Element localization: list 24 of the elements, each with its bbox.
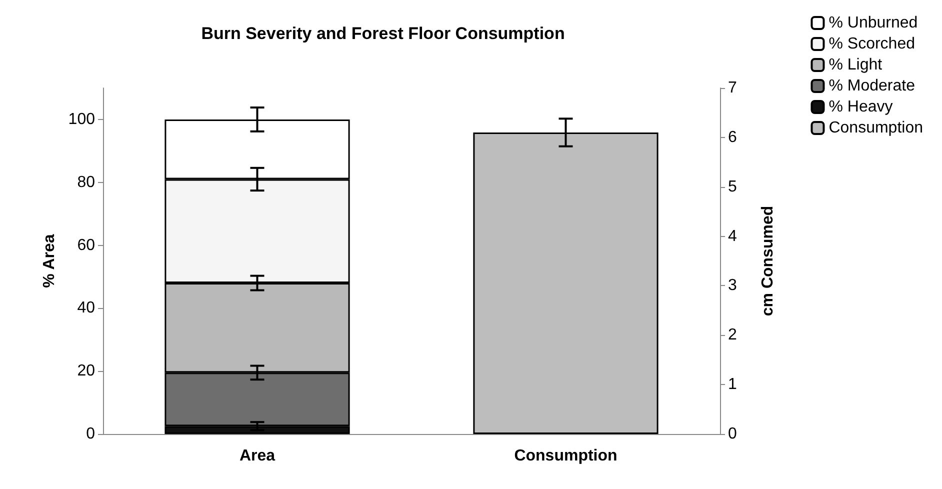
y-tick-label: 0 bbox=[86, 426, 96, 442]
y-tick-label: 80 bbox=[77, 174, 96, 191]
legend-label: % Heavy bbox=[828, 98, 893, 116]
legend-label: % Scorched bbox=[828, 36, 915, 52]
y2-tick-label: 6 bbox=[728, 128, 737, 146]
legend-label: % Moderate bbox=[828, 78, 916, 94]
legend-label: Consumption bbox=[828, 120, 924, 136]
y-tick-label: 40 bbox=[77, 300, 96, 317]
chart-title: Burn Severity and Forest Floor Consumption bbox=[201, 24, 565, 43]
y-tick-label: 60 bbox=[77, 236, 96, 254]
y-tick-label: 20 bbox=[77, 362, 96, 380]
y2-tick-label: 4 bbox=[728, 228, 737, 245]
y2-tick-label: 5 bbox=[728, 178, 737, 196]
legend-label: % Unburned bbox=[828, 14, 918, 32]
y2-tick-label: 1 bbox=[728, 376, 737, 394]
y2-axis-title: cm Consumed bbox=[760, 206, 776, 316]
x-tick-label: Area bbox=[239, 448, 276, 464]
legend-label: % Light bbox=[828, 56, 883, 74]
y2-tick-label: 0 bbox=[728, 426, 737, 442]
y2-tick-label: 3 bbox=[728, 277, 737, 294]
y-axis-title: % Area bbox=[40, 234, 58, 288]
y2-tick-label: 7 bbox=[728, 80, 737, 96]
y-tick-label: 100 bbox=[68, 110, 96, 128]
y2-tick-label: 2 bbox=[728, 326, 737, 344]
